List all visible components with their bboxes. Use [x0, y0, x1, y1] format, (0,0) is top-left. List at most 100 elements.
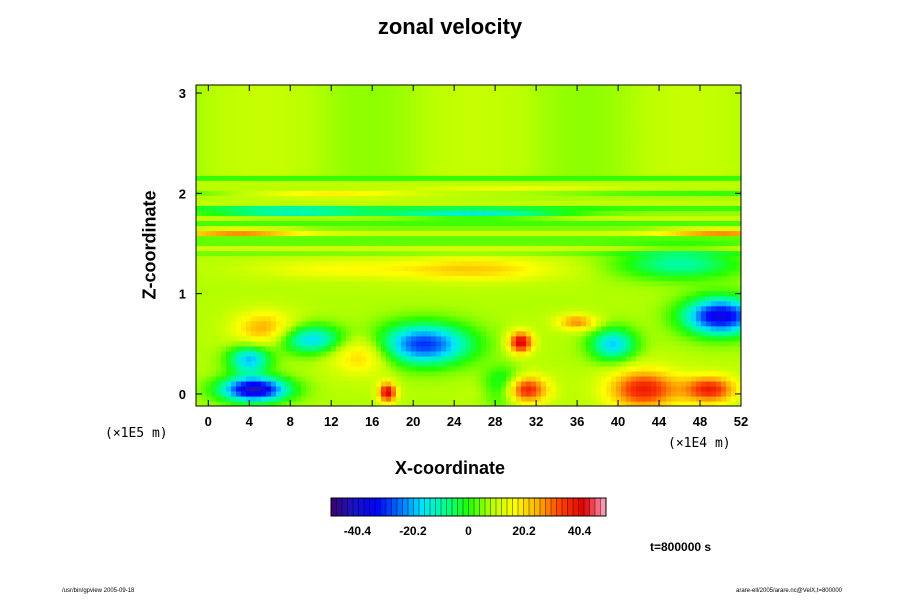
heatmap-cell	[581, 365, 587, 372]
heatmap-cell	[481, 365, 487, 372]
heatmap-cell	[696, 230, 702, 237]
heatmap-cell	[501, 310, 507, 317]
heatmap-cell	[276, 220, 282, 227]
heatmap-cell	[686, 235, 692, 242]
heatmap-cell	[661, 315, 667, 322]
heatmap-cell	[706, 265, 712, 272]
heatmap-cell	[711, 350, 717, 357]
heatmap-cell	[641, 350, 647, 357]
heatmap-cell	[716, 270, 722, 277]
heatmap-cell	[461, 180, 467, 186]
heatmap-cell	[541, 240, 547, 247]
heatmap-cell	[616, 250, 622, 257]
heatmap-cell	[556, 315, 562, 322]
heatmap-cell	[706, 355, 712, 362]
heatmap-cell	[646, 325, 652, 332]
heatmap-cell	[561, 310, 567, 317]
heatmap-cell	[666, 245, 672, 252]
heatmap-cell	[601, 300, 607, 307]
heatmap-cell	[246, 225, 252, 232]
heatmap-cell	[331, 290, 337, 297]
heatmap-cell	[411, 255, 417, 262]
heatmap-cell	[546, 180, 552, 186]
heatmap-cell	[581, 300, 587, 307]
heatmap-cell	[311, 185, 317, 191]
heatmap-cell	[721, 400, 727, 406]
heatmap-cell	[271, 370, 277, 377]
heatmap-cell	[386, 395, 392, 402]
heatmap-cell	[706, 320, 712, 327]
heatmap-cell	[521, 375, 527, 382]
heatmap-cell	[346, 245, 352, 252]
heatmap-cell	[501, 280, 507, 287]
heatmap-cell	[501, 340, 507, 347]
heatmap-cell	[291, 390, 297, 397]
heatmap-cell	[726, 185, 732, 191]
heatmap-cell	[601, 265, 607, 272]
heatmap-cell	[301, 195, 307, 201]
heatmap-cell	[736, 280, 741, 287]
heatmap-cell	[506, 250, 512, 257]
heatmap-cell	[461, 195, 467, 201]
heatmap-cell	[416, 215, 422, 222]
heatmap-cell	[236, 190, 242, 196]
heatmap-cell	[576, 210, 582, 217]
heatmap-cell	[231, 195, 237, 201]
heatmap-cell	[666, 330, 672, 337]
heatmap-cell	[551, 185, 557, 191]
heatmap-cell	[396, 365, 402, 372]
heatmap-cell	[241, 180, 247, 186]
heatmap-cell	[201, 390, 207, 397]
heatmap-cell	[321, 175, 327, 181]
heatmap-cell	[431, 300, 437, 307]
heatmap-cell	[346, 400, 352, 406]
heatmap-cell	[416, 190, 422, 196]
heatmap-cell	[396, 320, 402, 327]
heatmap-cell	[616, 325, 622, 332]
heatmap-cell	[276, 360, 282, 367]
heatmap-cell	[341, 275, 347, 282]
heatmap-cell	[651, 335, 657, 342]
heatmap-cell	[491, 385, 497, 392]
heatmap-cell	[666, 270, 672, 277]
heatmap-cell	[636, 305, 642, 312]
heatmap-cell	[226, 255, 232, 262]
heatmap-cell	[491, 200, 497, 206]
heatmap-cell	[706, 240, 712, 247]
heatmap-cell	[326, 205, 332, 211]
heatmap-cell	[381, 220, 387, 227]
heatmap-cell	[251, 325, 257, 332]
heatmap-cell	[441, 250, 447, 257]
heatmap-cell	[376, 350, 382, 357]
heatmap-cell	[556, 330, 562, 337]
heatmap-cell	[261, 325, 267, 332]
heatmap-cell	[586, 250, 592, 257]
heatmap-cell	[651, 245, 657, 252]
heatmap-cell	[726, 240, 732, 247]
heatmap-cell	[476, 220, 482, 227]
heatmap-cell	[681, 335, 687, 342]
heatmap-cell	[556, 370, 562, 377]
heatmap-cell	[726, 360, 732, 367]
heatmap-cell	[591, 330, 597, 337]
heatmap-cell	[461, 375, 467, 382]
heatmap-cell	[601, 175, 607, 181]
heatmap-cell	[336, 195, 342, 201]
heatmap-cell	[541, 265, 547, 272]
heatmap-cell	[566, 340, 572, 347]
heatmap-cell	[251, 285, 257, 292]
heatmap-cell	[326, 225, 332, 232]
heatmap-cell	[246, 395, 252, 402]
heatmap-cell	[441, 180, 447, 186]
heatmap-cell	[626, 335, 632, 342]
heatmap-cell	[471, 370, 477, 377]
heatmap-cell	[336, 260, 342, 267]
heatmap-cell	[661, 245, 667, 252]
heatmap-cell	[246, 245, 252, 252]
heatmap-cell	[606, 230, 612, 237]
heatmap-cell	[531, 315, 537, 322]
heatmap-cell	[416, 175, 422, 181]
heatmap-cell	[321, 240, 327, 247]
heatmap-cell	[686, 375, 692, 382]
heatmap-cell	[316, 305, 322, 312]
